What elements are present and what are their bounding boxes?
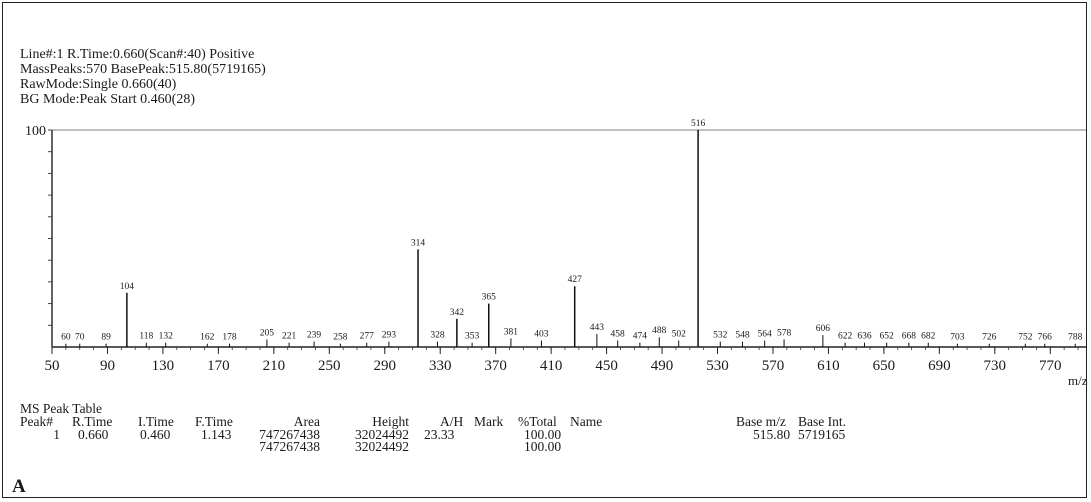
col-peak: Peak# [20, 414, 53, 429]
x-tick-label: 490 [651, 358, 674, 374]
x-tick-label: 370 [484, 358, 507, 374]
col-base-mz: Base m/z [736, 414, 786, 429]
peak-label: 502 [672, 329, 687, 339]
peak-label: 328 [430, 331, 445, 341]
peak-label: 668 [902, 332, 917, 342]
peak-label: 314 [411, 238, 426, 248]
x-tick-label: 130 [152, 358, 175, 374]
x-tick-label: 290 [374, 358, 397, 374]
peak-label: 548 [735, 331, 750, 341]
row-total: 100.00 [524, 427, 562, 442]
x-tick-label: 90 [100, 358, 115, 374]
peak-label: 516 [691, 119, 706, 129]
x-tick-label: 650 [873, 358, 896, 374]
x-tick-label: 210 [263, 358, 286, 374]
panel-label: A [12, 476, 26, 497]
col-height: Height [372, 414, 409, 429]
x-tick-label: 730 [984, 358, 1007, 374]
x-tick-label: 170 [207, 358, 230, 374]
peak-label: 532 [713, 331, 728, 341]
x-tick-label: 570 [762, 358, 785, 374]
peak-label: 277 [360, 332, 375, 342]
peak-label: 403 [534, 329, 549, 339]
peak-label: 104 [120, 282, 135, 292]
peak-label: 474 [633, 332, 648, 342]
peak-label: 458 [611, 329, 626, 339]
peak-label: 652 [880, 332, 895, 342]
col-name: Name [570, 414, 603, 429]
peak-label: 606 [816, 324, 831, 334]
peak-label: 381 [504, 327, 519, 337]
col-itime: I.Time [138, 414, 174, 429]
row-base-int: 5719165 [798, 427, 846, 442]
total-area: 747267438 [259, 439, 320, 454]
x-tick-label: 610 [817, 358, 840, 374]
total-height: 32024492 [355, 439, 409, 454]
peak-label: 622 [838, 332, 853, 342]
peak-label: 342 [450, 308, 465, 318]
peak-label: 752 [1018, 333, 1033, 343]
peak-label: 564 [758, 329, 773, 339]
header-line-rawmode: RawMode:Single 0.660(40) [20, 77, 177, 92]
peak-label: 239 [307, 331, 322, 341]
peak-label: 488 [652, 326, 667, 336]
total-percent: 100.00 [524, 439, 562, 454]
row-height: 32024492 [355, 427, 409, 442]
peak-label: 118 [139, 332, 153, 342]
peak-label: 221 [282, 332, 297, 342]
peak-label: 443 [590, 323, 605, 333]
header-line-scan: Line#:1 R.Time:0.660(Scan#:40) Positive [20, 47, 255, 62]
x-tick-label: 50 [45, 358, 60, 374]
x-axis-unit-label: m/z [1068, 373, 1088, 388]
mass-spectrum-chart: 100 50 90 130 170 210 250 290 330 370 410 450 490 530… [25, 119, 1088, 388]
peak-label: 682 [921, 332, 936, 342]
peak-label: 60 [61, 333, 71, 343]
row-rtime: 0.660 [78, 427, 109, 442]
peak-label: 205 [260, 328, 275, 338]
peak-label: 89 [101, 333, 111, 343]
row-area: 747267438 [259, 427, 320, 442]
x-tick-label: 250 [318, 358, 341, 374]
x-tick-label: 770 [1039, 358, 1062, 374]
col-total: %Total [518, 414, 557, 429]
row-ah: 23.33 [424, 427, 455, 442]
peak-label: 766 [1038, 333, 1053, 343]
peak-label: 788 [1068, 333, 1083, 343]
peak-label: 258 [333, 333, 348, 343]
header-line-bgmode: BG Mode:Peak Start 0.460(28) [20, 92, 195, 107]
row-base-mz: 515.80 [753, 427, 791, 442]
col-area: Area [293, 414, 320, 429]
scan-header: Line#:1 R.Time:0.660(Scan#:40) Positive … [20, 47, 266, 107]
peak-label: 132 [159, 332, 174, 342]
x-tick-label: 330 [429, 358, 452, 374]
peak-label: 178 [222, 333, 237, 343]
peak-label: 293 [382, 331, 397, 341]
peak-label: 636 [857, 332, 872, 342]
peak-label: 427 [568, 275, 583, 285]
peak-table-title: MS Peak Table [20, 401, 103, 416]
row-peak: 1 [53, 427, 60, 442]
peak-label: 365 [482, 293, 497, 303]
header-line-masspeaks: MassPeaks:570 BasePeak:515.80(5719165) [20, 62, 266, 77]
y-tick-label: 100 [25, 124, 46, 139]
x-tick-label: 530 [706, 358, 729, 374]
peak-label: 70 [75, 333, 85, 343]
peak-label: 162 [200, 333, 215, 343]
peak-label: 726 [982, 333, 997, 343]
col-ftime: F.Time [195, 414, 233, 429]
x-tick-label: 690 [928, 358, 951, 374]
row-itime: 0.460 [140, 427, 171, 442]
col-mark: Mark [474, 414, 504, 429]
x-tick-label: 410 [540, 358, 563, 374]
col-base-int: Base Int. [798, 414, 846, 429]
peak-label: 353 [465, 332, 480, 342]
x-tick-label: 450 [595, 358, 618, 374]
row-ftime: 1.143 [201, 427, 232, 442]
col-ah: A/H [440, 414, 464, 429]
peak-label: 578 [777, 328, 792, 338]
col-rtime: R.Time [72, 414, 113, 429]
peak-label: 703 [950, 333, 965, 343]
